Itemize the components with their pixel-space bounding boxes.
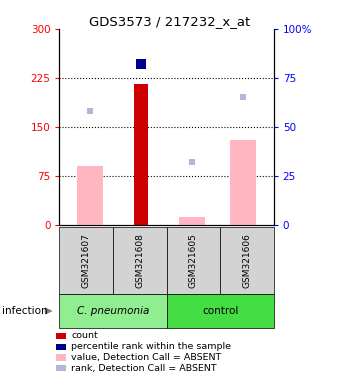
Text: GDS3573 / 217232_x_at: GDS3573 / 217232_x_at [89, 15, 251, 28]
Text: GSM321606: GSM321606 [242, 233, 251, 288]
Text: infection: infection [2, 306, 47, 316]
Bar [179, 217, 205, 225]
Bar [230, 140, 256, 225]
Bar [77, 166, 103, 225]
Bar [134, 84, 148, 225]
Text: GSM321607: GSM321607 [82, 233, 91, 288]
Text: count: count [71, 331, 98, 341]
Text: rank, Detection Call = ABSENT: rank, Detection Call = ABSENT [71, 364, 217, 373]
Text: GSM321608: GSM321608 [135, 233, 144, 288]
Text: value, Detection Call = ABSENT: value, Detection Call = ABSENT [71, 353, 222, 362]
Text: C. pneumonia: C. pneumonia [77, 306, 149, 316]
Text: control: control [202, 306, 238, 316]
Text: GSM321605: GSM321605 [189, 233, 198, 288]
Text: percentile rank within the sample: percentile rank within the sample [71, 342, 232, 351]
